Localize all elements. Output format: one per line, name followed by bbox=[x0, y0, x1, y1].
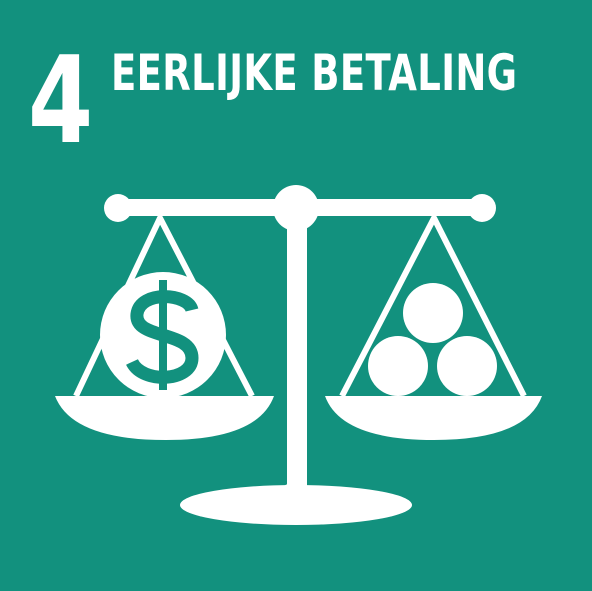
scale-pillar bbox=[287, 214, 307, 494]
goal-number: 4 bbox=[28, 32, 94, 171]
right-pan-strings bbox=[339, 215, 527, 398]
left-pan bbox=[55, 396, 274, 440]
coin-stack-icon bbox=[368, 283, 497, 396]
scale-pivot bbox=[273, 185, 319, 231]
dollar-coin-icon bbox=[100, 272, 226, 398]
right-pan bbox=[325, 396, 542, 440]
beam-right-end bbox=[468, 194, 496, 222]
scale-base bbox=[180, 485, 412, 525]
beam-left-end bbox=[104, 194, 132, 222]
goal-title: EERLIJKE BETALING bbox=[111, 44, 518, 102]
